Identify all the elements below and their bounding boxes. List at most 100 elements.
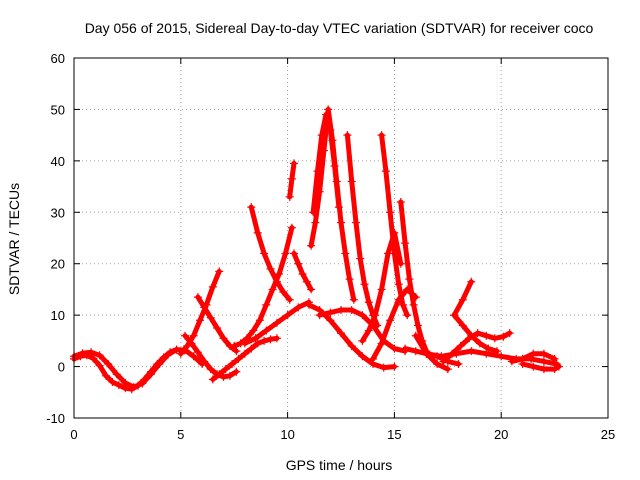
data-point <box>95 351 104 360</box>
data-point <box>232 367 241 376</box>
data-point <box>467 331 476 340</box>
data-point <box>290 249 299 258</box>
data-point <box>127 385 136 394</box>
data-point <box>349 295 358 304</box>
data-point <box>334 203 343 212</box>
data-point <box>347 342 356 350</box>
data-point <box>456 342 465 350</box>
data-point <box>251 334 260 343</box>
series-arc-11 <box>290 249 316 294</box>
series-arc-2 <box>70 345 181 394</box>
data-point <box>452 349 461 358</box>
data-point <box>219 372 228 381</box>
data-point <box>285 192 294 201</box>
data-point <box>206 313 215 322</box>
x-tick-label: 0 <box>70 427 77 442</box>
series-arc-9 <box>285 159 299 201</box>
data-point <box>377 131 386 140</box>
data-point <box>550 354 559 363</box>
data-point <box>326 126 335 134</box>
series-arc-16 <box>396 198 431 356</box>
data-point <box>213 324 222 332</box>
data-point <box>458 295 467 304</box>
data-point <box>215 370 224 379</box>
data-point <box>467 347 476 356</box>
data-point <box>337 306 345 314</box>
data-point <box>304 300 313 309</box>
data-point <box>386 316 395 325</box>
grid <box>74 58 608 418</box>
data-point <box>347 177 356 186</box>
data-point <box>189 352 198 361</box>
data-point <box>230 342 239 350</box>
data-point <box>390 228 399 237</box>
data-point <box>330 162 339 170</box>
data-point <box>183 342 192 350</box>
data-point <box>193 293 202 302</box>
data-point <box>176 349 185 358</box>
data-point <box>554 362 563 371</box>
data-point <box>279 288 288 296</box>
data-point <box>422 349 431 358</box>
data-point <box>114 381 123 390</box>
data-point <box>121 384 130 393</box>
data-point <box>394 295 403 304</box>
data-point <box>337 218 345 227</box>
data-point <box>140 375 149 384</box>
data-point <box>411 331 420 340</box>
data-point <box>247 344 256 353</box>
data-point <box>311 218 320 227</box>
y-tick-label: 0 <box>58 360 65 375</box>
x-tick-label: 5 <box>177 427 184 442</box>
data-point <box>473 329 482 338</box>
data-point <box>240 339 249 348</box>
data-point <box>482 349 491 358</box>
series-arc-13 <box>309 110 343 217</box>
y-tick-label: 20 <box>51 257 65 272</box>
data-point <box>550 365 559 374</box>
data-point <box>371 311 380 320</box>
data-point <box>166 348 175 357</box>
data-point <box>351 218 360 227</box>
data-point <box>307 241 316 250</box>
data-point <box>450 311 459 320</box>
data-point <box>294 303 303 312</box>
data-point <box>172 345 181 354</box>
data-point <box>266 335 275 344</box>
data-point <box>221 365 230 374</box>
data-point <box>433 360 442 368</box>
data-point <box>313 167 322 176</box>
series-trace <box>423 348 560 367</box>
data-point <box>302 277 311 286</box>
data-point <box>401 344 410 353</box>
data-point <box>307 285 316 294</box>
data-point <box>89 354 98 363</box>
data-point <box>240 349 249 358</box>
x-tick-label: 25 <box>601 427 615 442</box>
data-point <box>134 381 143 390</box>
data-point <box>82 351 91 360</box>
data-point <box>189 331 198 340</box>
series-trace <box>344 132 380 328</box>
x-tick-label: 15 <box>387 427 401 442</box>
data-point <box>208 282 217 291</box>
data-point <box>287 174 296 183</box>
chart-title: Day 056 of 2015, Sidereal Day-to-day VTE… <box>85 20 594 36</box>
series-arc-6 <box>208 334 281 384</box>
data-point <box>112 370 121 379</box>
x-axis-label: GPS time / hours <box>286 457 393 473</box>
data-point <box>268 285 277 294</box>
data-point <box>390 362 399 371</box>
data-point <box>283 311 292 320</box>
y-tick-label: 60 <box>51 51 65 66</box>
data-point <box>275 270 284 278</box>
data-point <box>272 277 281 286</box>
data-point <box>490 334 499 343</box>
data-point <box>409 300 418 309</box>
series-arc-5 <box>193 293 241 356</box>
data-point <box>253 228 262 237</box>
data-point <box>507 357 516 366</box>
data-point <box>294 259 303 268</box>
data-point <box>529 349 538 358</box>
data-point <box>443 365 452 374</box>
